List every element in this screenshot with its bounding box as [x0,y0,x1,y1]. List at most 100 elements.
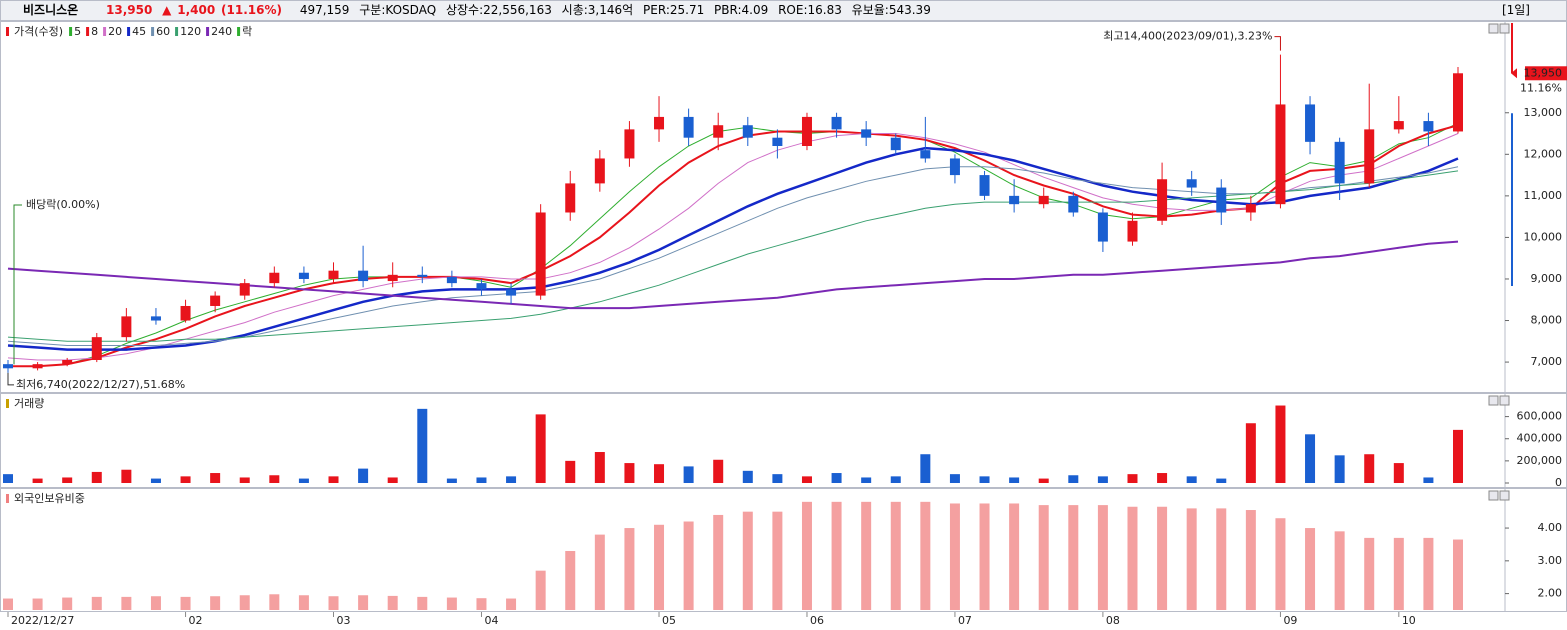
candle-body [1364,129,1375,184]
candle-body [772,137,783,146]
candle-body [358,270,369,282]
y-tick-label: 13,000 [1524,106,1563,119]
y-tick-label: 9,000 [1531,272,1563,285]
legend-label: 20 [108,25,122,38]
bar [62,597,73,610]
panel-title: 가격(수정) [14,25,63,38]
bar [890,476,901,483]
y-tick-label: 11,000 [1524,189,1563,202]
bar [417,596,428,610]
panel-button[interactable] [1488,395,1499,406]
bar [180,476,191,483]
panel-title: 외국인보유비중 [14,492,85,505]
bar [624,463,635,483]
bar [772,474,783,483]
bar [239,595,250,610]
candle-body [683,116,694,138]
bar [180,596,191,610]
stock-name: 비즈니스온 [23,3,79,17]
price: 13,950 [106,3,153,17]
candle-body [1186,179,1197,188]
bar [742,511,753,610]
candle-body [949,158,960,176]
change-pct: (11.16%) [221,3,282,17]
bar [32,598,43,610]
legend-label: 8 [91,25,98,38]
candle-body [801,116,812,146]
candle-body [713,125,724,138]
bar [801,476,812,483]
moving-average-line [7,133,1459,361]
change: 1,400 [177,3,216,17]
moving-average-line [7,166,1459,346]
candle-body [1216,187,1227,213]
bar [3,598,13,610]
candle-body [920,150,931,159]
bar [861,477,872,483]
bar [861,501,872,610]
y-tick-label: 200,000 [1517,454,1563,467]
bar [624,528,635,610]
bar [210,473,221,483]
bar [387,477,398,483]
reserve: 유보율:543.39 [851,3,931,17]
bar [298,595,309,610]
period[interactable]: [1일] [1501,3,1530,17]
x-tick-label: 2022/12/27 [11,614,74,627]
bar [1364,537,1375,610]
bar [565,551,576,610]
candle-body [1157,179,1168,221]
candle-body [1275,104,1286,205]
panel-button[interactable] [1499,490,1510,501]
x-tick-label: 09 [1283,614,1297,627]
panel-button[interactable] [1488,490,1499,501]
candle-body [239,283,250,296]
panel-button[interactable] [1488,23,1499,34]
legend-swatch [127,27,131,36]
panel-frame [0,393,1567,488]
panel-button[interactable] [1499,395,1510,406]
bar [476,598,487,610]
bar [298,478,309,483]
candle-body [1453,73,1463,132]
chart: 7,000 8,000 9,000 10,000 11,000 12,000 13,000 가… [0,21,1567,627]
y-tick-label: 12,000 [1524,147,1563,160]
market-cap: 시총:3,146억 [561,3,634,17]
bar [91,596,102,610]
bar [269,594,280,610]
panel-title: 거래량 [14,397,44,410]
bar [476,477,487,483]
title-marker [6,494,9,503]
bar [446,597,457,610]
candle-body [979,175,990,196]
bar [1157,473,1168,483]
bar [1305,434,1316,483]
panel-button[interactable] [1499,23,1510,34]
bar [210,596,221,610]
bar [594,534,605,610]
candle-body [91,337,102,361]
bar [1393,537,1404,610]
moving-average-line [7,146,1459,351]
bar [1186,476,1197,483]
bar [358,595,369,610]
bar [506,476,517,483]
bar [949,503,960,610]
bar [506,598,517,610]
bar [121,596,132,610]
candle-body [1393,121,1404,130]
legend-swatch [69,27,73,36]
bar [239,477,250,483]
moving-average-line [7,170,1459,342]
x-tick-label: 07 [958,614,972,627]
bar [979,503,990,610]
bar [1068,475,1079,483]
legend-swatch [86,27,90,36]
bar [654,464,665,483]
candle-body [861,129,872,138]
bar [713,514,724,610]
bar [1127,506,1138,610]
candle-body [328,270,339,279]
title-marker [6,27,9,36]
shares: 상장수:22,556,163 [445,3,552,17]
